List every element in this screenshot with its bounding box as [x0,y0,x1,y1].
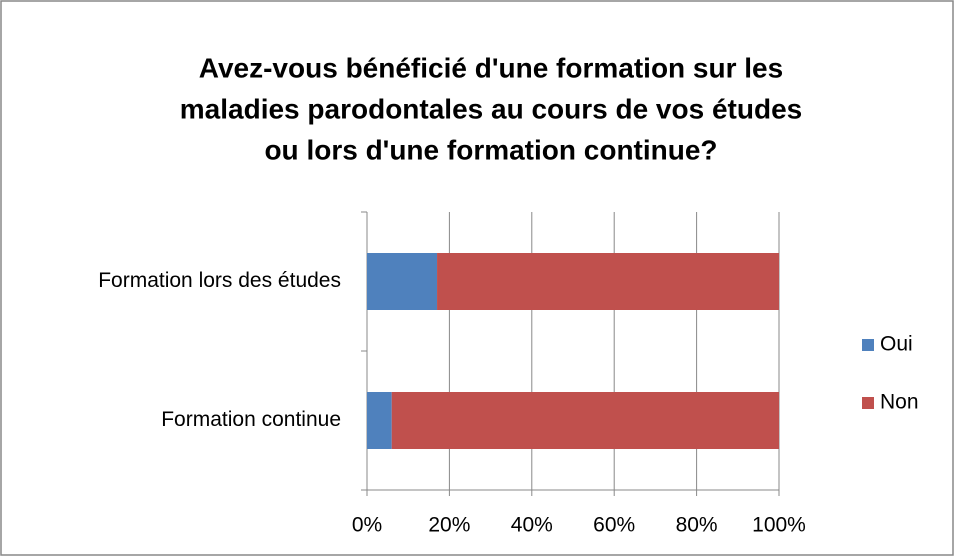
chart-title: ou lors d'une formation continue? [264,134,717,165]
x-tick-label: 60% [593,514,635,537]
y-tick-label: Formation lors des études [98,269,341,292]
y-tick-label: Formation continue [161,408,341,431]
chart-title: Avez-vous bénéficié d'une formation sur … [199,52,783,83]
legend-swatch [862,339,874,351]
bar [391,392,779,449]
legend-label: Oui [880,333,913,356]
x-tick-label: 80% [676,514,718,537]
legend-label: Non [880,391,919,414]
x-tick-label: 20% [428,514,470,537]
x-tick-label: 40% [511,514,553,537]
x-tick-label: 100% [752,514,806,537]
bar [367,392,392,449]
legend-swatch [862,397,874,409]
bar [437,253,779,310]
chart-title: maladies parodontales au cours de vos ét… [180,93,802,124]
bar [367,253,438,310]
x-tick-label: 0% [352,514,382,537]
